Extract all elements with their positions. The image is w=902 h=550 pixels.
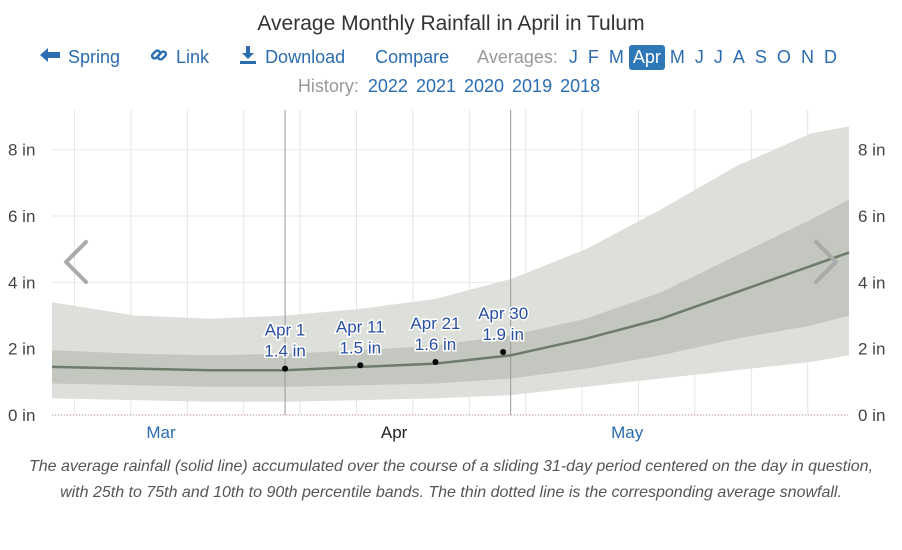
download-link[interactable]: Download xyxy=(239,45,346,69)
history-year-2021[interactable]: 2021 xyxy=(415,76,456,96)
arrow-left-icon xyxy=(40,47,60,68)
month-option-2[interactable]: M xyxy=(608,46,624,67)
chart-caption: The average rainfall (solid line) accumu… xyxy=(28,458,874,501)
spring-label: Spring xyxy=(68,46,121,67)
annotation-value: 1.4 in xyxy=(264,342,306,361)
y-tick-label-right: 6 in xyxy=(858,207,885,226)
rainfall-chart: 0 in 0 in 2 in 2 in 4 in 4 in 6 in 6 in 8 in 8 in… xyxy=(8,110,885,442)
y-tick-label-right: 4 in xyxy=(858,273,885,292)
x-month-label-may[interactable]: May xyxy=(611,423,644,442)
y-tick-label-left: 0 in xyxy=(8,406,35,425)
history-bar: History: 2022 2021 2020 2019 2018 xyxy=(0,76,902,97)
y-tick-label-right: 8 in xyxy=(858,141,885,160)
y-tick-label-left: 2 in xyxy=(8,340,35,359)
month-option-11[interactable]: D xyxy=(823,46,837,67)
y-tick-label-left: 6 in xyxy=(8,207,35,226)
annotation-value: 1.5 in xyxy=(339,338,381,357)
month-selector: J F M Apr M J J A S O N D xyxy=(564,44,842,70)
month-option-6[interactable]: J xyxy=(713,46,723,67)
x-month-label-mar[interactable]: Mar xyxy=(146,423,176,442)
annotation-date: Apr 11 xyxy=(336,317,385,336)
history-year-2022[interactable]: 2022 xyxy=(367,76,408,96)
history-year-2020[interactable]: 2020 xyxy=(463,76,505,96)
link-link[interactable]: Link xyxy=(150,46,209,69)
month-option-0[interactable]: J xyxy=(568,46,578,67)
toolbar: Spring Link Download Compare Averages: J… xyxy=(40,44,842,70)
month-option-5[interactable]: J xyxy=(694,46,704,67)
month-option-10[interactable]: N xyxy=(800,46,814,67)
annotation-value: 1.9 in xyxy=(482,325,524,344)
month-option-8[interactable]: S xyxy=(754,46,767,67)
averages-label: Averages: xyxy=(477,46,558,67)
link-label: Link xyxy=(176,46,210,67)
y-tick-label-right: 0 in xyxy=(858,406,885,425)
previous-arrow-icon[interactable] xyxy=(64,240,88,284)
month-option-9[interactable]: O xyxy=(776,46,791,67)
download-label: Download xyxy=(265,46,346,67)
next-arrow-icon[interactable] xyxy=(814,240,838,284)
compare-link[interactable]: Compare xyxy=(375,46,450,67)
month-option-7[interactable]: A xyxy=(732,46,745,67)
annotation-date: Apr 1 xyxy=(265,321,306,340)
spring-link[interactable]: Spring xyxy=(40,47,120,68)
y-tick-label-left: 4 in xyxy=(8,273,35,292)
month-option-1[interactable]: F xyxy=(587,46,599,67)
history-label: History: xyxy=(297,76,359,96)
month-option-3[interactable]: Apr xyxy=(628,44,665,70)
annotation-point xyxy=(500,349,507,355)
band-25-75 xyxy=(52,199,849,387)
annotation-point xyxy=(357,362,364,369)
annotation-date: Apr 21 xyxy=(410,314,460,333)
median-rainfall-line xyxy=(51,251,850,372)
annotation-value: 1.6 in xyxy=(415,335,457,354)
y-tick-label-left: 8 in xyxy=(8,141,35,160)
link-icon xyxy=(150,46,168,69)
annotation-point xyxy=(282,365,289,372)
history-year-2018[interactable]: 2018 xyxy=(560,76,601,96)
download-icon xyxy=(239,45,257,69)
annotation-date: Apr 30 xyxy=(478,304,528,323)
annotation-point xyxy=(432,358,439,365)
history-year-2019[interactable]: 2019 xyxy=(512,76,553,96)
page-title: Average Monthly Rainfall in April in Tul… xyxy=(257,12,645,35)
y-tick-label-right: 2 in xyxy=(858,340,885,359)
month-option-4[interactable]: M xyxy=(669,46,685,67)
x-month-label-apr: Apr xyxy=(381,423,408,442)
